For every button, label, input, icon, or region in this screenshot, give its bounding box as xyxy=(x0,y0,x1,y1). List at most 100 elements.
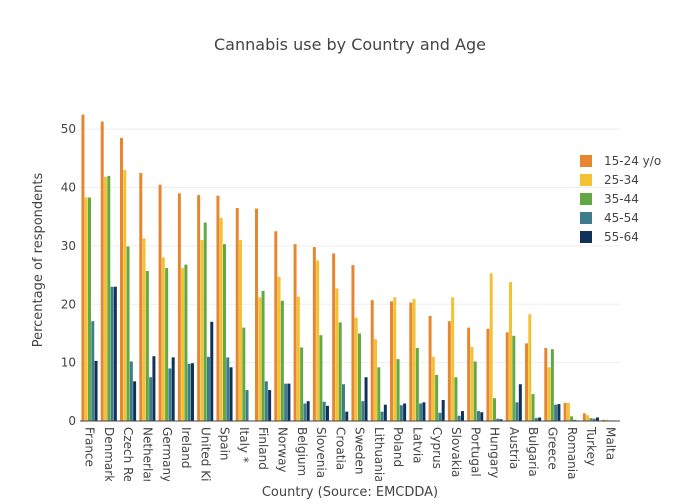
bar-25-34 xyxy=(412,299,416,421)
y-tick-label: 10 xyxy=(61,356,76,370)
x-tick-label: United Kingdom xyxy=(198,427,212,500)
bar-25-34 xyxy=(277,276,281,421)
x-tick-label: Poland xyxy=(391,427,405,467)
bar-35-44 xyxy=(242,327,246,421)
x-tick-label: Sweden xyxy=(353,427,367,474)
bar-45-54 xyxy=(457,415,461,421)
bar-55-64 xyxy=(229,367,233,421)
bar-45-54 xyxy=(187,363,191,421)
x-tick-label: Slovakia xyxy=(449,427,463,477)
bar-35-44 xyxy=(338,322,342,421)
bar-55-64 xyxy=(441,399,445,421)
bar-15-24-y-o xyxy=(197,195,201,421)
bar-45-54 xyxy=(264,381,268,421)
x-tick-label: Bulgaria xyxy=(526,427,540,477)
x-tick-label: Netherlands xyxy=(141,427,155,500)
legend-swatch xyxy=(580,193,592,205)
bar-35-44 xyxy=(512,335,516,421)
bar-25-34 xyxy=(470,346,474,421)
legend[interactable]: 15-24 y/o 25-34 35-44 45-54 55-64 xyxy=(580,154,661,244)
bar-45-54 xyxy=(361,401,365,421)
bar-55-64 xyxy=(345,411,349,421)
bar-25-34 xyxy=(431,356,435,421)
bar-55-64 xyxy=(152,356,156,421)
bar-25-34 xyxy=(354,317,358,421)
x-tick-label: Malta xyxy=(603,427,617,460)
legend-swatch xyxy=(580,174,592,186)
y-tick-label: 50 xyxy=(61,122,76,136)
bar-45-54 xyxy=(303,403,307,421)
bar-35-44 xyxy=(531,394,535,421)
x-tick-label: Spain xyxy=(218,427,232,461)
bar-35-44 xyxy=(165,268,169,421)
bar-15-24-y-o xyxy=(602,419,606,421)
x-tick-label: Cyprus xyxy=(430,427,444,469)
bar-25-34 xyxy=(239,240,242,421)
bar-35-44 xyxy=(88,197,91,421)
bar-35-44 xyxy=(454,377,458,421)
bar-35-44 xyxy=(493,398,496,421)
bar-15-24-y-o xyxy=(158,184,162,421)
bar-35-44 xyxy=(473,361,477,421)
x-tick-label: Denmark xyxy=(102,427,116,482)
bar-55-64 xyxy=(499,419,503,421)
x-tick-label: Norway xyxy=(276,427,290,473)
y-tick-label: 40 xyxy=(61,181,76,195)
x-tick-label: Hungary xyxy=(488,427,502,478)
bar-25-34 xyxy=(451,297,455,421)
bar-35-44 xyxy=(435,374,439,421)
x-tick-label: Czech Republic xyxy=(121,427,135,500)
x-axis-label: Country (Source: EMCDDA) xyxy=(262,485,438,500)
bar-55-64 xyxy=(383,404,387,421)
legend-label: 25-34 xyxy=(604,173,639,187)
x-tick-label: Portugal xyxy=(468,427,482,477)
bar-45-54 xyxy=(129,361,133,421)
bar-35-44 xyxy=(300,347,304,421)
x-tick-label: Slovenia xyxy=(314,427,328,478)
bar-35-44 xyxy=(415,348,419,421)
x-tick-label: Turkey xyxy=(584,426,598,466)
bar-15-24-y-o xyxy=(177,193,181,421)
bar-25-34 xyxy=(566,402,570,421)
bar-15-24-y-o xyxy=(486,328,490,421)
bar-45-54 xyxy=(438,412,442,421)
bar-15-24-y-o xyxy=(312,247,316,421)
bar-25-34 xyxy=(142,238,146,421)
bar-15-24-y-o xyxy=(563,402,567,421)
bar-15-24-y-o xyxy=(447,321,451,421)
bar-25-34 xyxy=(509,282,512,421)
bar-35-44 xyxy=(223,244,226,421)
bar-45-54 xyxy=(226,357,230,421)
bar-55-64 xyxy=(480,412,484,421)
bar-55-64 xyxy=(306,401,310,421)
bar-55-64 xyxy=(210,321,214,421)
bar-45-54 xyxy=(91,321,95,421)
bar-45-54 xyxy=(554,404,558,421)
bar-55-64 xyxy=(364,377,368,421)
bar-15-24-y-o xyxy=(120,137,123,421)
bar-55-64 xyxy=(325,405,329,421)
bar-25-34 xyxy=(547,367,551,421)
legend-swatch xyxy=(580,212,592,224)
bar-55-64 xyxy=(518,384,522,421)
x-tick-label: Austria xyxy=(507,427,521,469)
bar-25-34 xyxy=(219,217,223,421)
bar-35-44 xyxy=(145,271,149,421)
bar-55-64 xyxy=(94,360,98,421)
x-tick-label: Germany xyxy=(160,427,174,482)
bar-45-54 xyxy=(168,368,172,421)
bar-25-34 xyxy=(104,177,107,421)
bar-15-24-y-o xyxy=(274,231,278,421)
bar-15-24-y-o xyxy=(216,195,220,421)
x-tick-label: Greece xyxy=(546,427,560,470)
bar-55-64 xyxy=(287,383,291,421)
x-tick-label: Italy * xyxy=(237,427,251,463)
x-tick-labels: France Denmark Czech Republic Netherlands Ge… xyxy=(83,426,618,500)
bar-55-64 xyxy=(595,417,599,421)
bar-35-44 xyxy=(184,264,188,421)
bar-25-34 xyxy=(586,415,590,421)
bar-35-44 xyxy=(126,246,130,421)
bar-25-34 xyxy=(200,240,204,421)
y-tick-label: 0 xyxy=(68,414,76,428)
